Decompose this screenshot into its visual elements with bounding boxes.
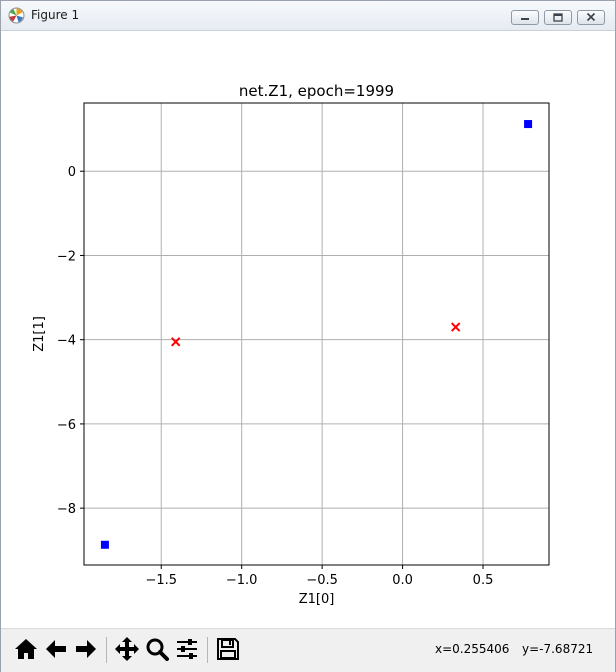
y-tick-label: −8 [57,502,76,517]
toolbar-separator [106,637,107,663]
back-button[interactable] [41,635,70,663]
move-icon [114,637,139,661]
x-marker-point [450,322,461,332]
square-point [100,540,109,549]
matplotlib-logo-icon [8,7,25,24]
x-coordinate-readout: x=0.255406 [435,642,510,656]
data-points [100,120,533,549]
axes-frame [83,102,550,566]
save-button[interactable] [213,635,242,663]
sliders-icon [176,639,197,659]
maximize-icon [553,13,563,22]
x-axis-label: Z1[0] [299,592,335,607]
axis-ticks: −1.5 −1.0 −0.5 0.0 0.5 0 −2 −4 −6 −8 [57,165,494,588]
x-marker-point [171,337,181,347]
magnifier-icon [146,638,169,661]
x-tick-label: −1.0 [226,573,258,588]
floppy-disk-icon [216,638,239,660]
chart-title: net.Z1, epoch=1999 [239,82,394,100]
zoom-button[interactable] [142,635,171,663]
pan-button[interactable] [112,635,141,663]
scatter-plot[interactable]: −1.5 −1.0 −0.5 0.0 0.5 0 −2 −4 −6 −8 net.Z1, epoc… [9,31,607,628]
navigation-toolbar: x=0.255406 y=-7.68721 [1,628,615,672]
x-tick-label: −1.5 [145,573,177,588]
forward-button[interactable] [71,635,100,663]
toolbar-separator [207,637,208,663]
figure-canvas[interactable]: −1.5 −1.0 −0.5 0.0 0.5 0 −2 −4 −6 −8 net.Z1, epoc… [9,31,607,628]
close-button[interactable] [577,10,605,25]
arrow-left-icon [45,640,66,658]
y-tick-label: −4 [57,334,76,349]
x-tick-label: 0.0 [392,573,413,588]
home-icon [14,639,37,659]
title-bar[interactable]: Figure 1 [1,1,615,31]
y-coordinate-readout: y=-7.68721 [522,642,594,656]
configure-subplots-button[interactable] [172,635,201,663]
y-axis-label: Z1[1] [32,316,47,352]
window-title: Figure 1 [31,8,80,22]
grid-lines [84,103,549,565]
close-icon [586,12,596,22]
minimize-button[interactable] [511,10,539,25]
maximize-button[interactable] [544,10,572,25]
arrow-right-icon [75,640,96,658]
minimize-icon [521,18,529,20]
home-button[interactable] [11,635,40,663]
y-tick-label: 0 [68,165,76,180]
y-tick-label: −2 [57,249,76,264]
x-tick-label: −0.5 [306,573,338,588]
y-tick-label: −6 [57,418,76,433]
x-tick-label: 0.5 [473,573,494,588]
square-point [524,120,533,129]
